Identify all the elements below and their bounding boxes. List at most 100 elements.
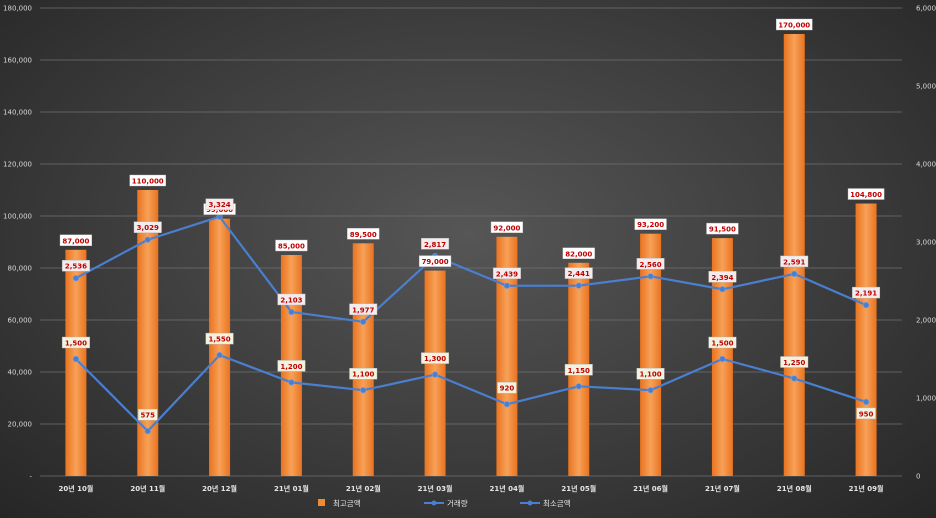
min-price-value-label-box [636,258,665,270]
volume-value-label-box [205,332,234,345]
volume-value-label: 575 [140,412,155,420]
bar [855,203,877,476]
left-axis: - 20,000 40,000 60,000 80,000 100,000 120,000 1… [3,5,32,481]
right-tick-label: 2,000 [916,317,936,325]
category-label: 20년 10월 [59,484,94,493]
min-price-value-label: 3,324 [209,201,231,209]
legend-swatch-bar [318,499,325,506]
min-price-value-label-box [708,271,737,283]
legend-label: 최소금액 [543,498,571,508]
min-price-line [75,215,867,323]
right-tick-label: 3,000 [916,239,936,247]
bar-value-label: 85,000 [278,243,305,251]
min-price-value-label-box [205,198,234,210]
volume-value-label-box [277,360,306,372]
volume-value-label: 920 [500,385,515,393]
min-price-point [360,318,367,325]
min-price-point [791,270,798,278]
bar-value-label: 89,500 [350,231,377,239]
left-tick-label: 180,000 [3,5,32,13]
bar-value-label: 110,000 [132,178,164,186]
bar-value-label-box [706,222,739,235]
min-price-point [719,286,726,293]
gridlines [40,7,902,477]
min-price-value-label: 2,394 [711,274,733,282]
right-tick-label: 0 [916,473,920,481]
volume-value-label: 1,500 [711,340,733,348]
category-label: 21년 02월 [346,484,381,493]
left-tick-label: 80,000 [8,265,33,273]
bar-value-label: 99,000 [206,206,233,214]
volume-point [862,398,870,406]
min-price-point [575,282,582,289]
data-labels: 87,000 110,000 99,000 85,000 89,500 79,000 92,… [59,18,885,421]
volume-value-label: 950 [859,410,874,418]
bar-value-label-box [634,218,667,230]
right-tick-label: 1,000 [916,395,936,403]
legend-swatch-marker [527,500,533,506]
volume-point [431,371,439,378]
category-label: 21년 04월 [490,484,525,493]
min-price-value-label-box [349,303,378,315]
bar-value-label-box [847,188,885,200]
min-price-value-label-box [780,255,809,268]
category-label: 21년 08월 [777,484,812,493]
left-tick-label: 120,000 [3,161,32,169]
volume-value-label-box [138,408,158,421]
volume-point [719,355,726,363]
volume-value-label-box [708,336,737,349]
bar-value-label: 91,500 [709,226,736,234]
bar-series [65,34,877,476]
min-price-point [72,275,80,282]
volume-value-label: 1,250 [783,359,805,367]
min-price-value-label-box [852,286,881,299]
min-price-value-label: 2,103 [280,296,302,304]
min-price-point [288,308,295,316]
volume-point [360,387,367,394]
bar-value-label: 93,200 [637,221,664,229]
min-price-value-label: 2,191 [855,290,877,298]
category-label: 21년 07월 [705,484,740,493]
right-tick-label: 6,000 [916,5,936,13]
volume-value-label-box [564,364,593,376]
volume-value-label: 1,300 [424,355,446,363]
min-price-value-label-box [564,267,593,279]
min-price-point [862,302,870,309]
min-price-value-label-box [61,259,90,272]
volume-value-label: 1,150 [568,367,590,375]
volume-line [75,354,867,433]
min-price-value-label: 2,591 [783,258,805,266]
volume-point [144,428,151,435]
volume-point [791,375,798,382]
category-label: 20년 11월 [130,484,165,493]
volume-value-label: 1,550 [209,336,231,344]
volume-value-label-box [61,336,90,349]
min-price-value-label-box [492,267,521,279]
volume-point [503,401,511,408]
bar-value-label-box [490,221,524,234]
legend-swatch-marker [431,500,437,506]
left-tick-label: 100,000 [3,213,32,221]
left-tick-label: 60,000 [8,317,33,325]
bar [352,243,374,476]
bar-value-label: 87,000 [62,237,89,245]
min-price-value-label-box [421,238,450,250]
bar-value-label: 82,000 [565,250,592,258]
volume-value-label: 1,500 [65,340,87,348]
volume-value-label: 1,100 [640,371,662,379]
category-label: 21년 09월 [849,484,884,493]
min-price-point [503,282,511,289]
right-tick-label: 5,000 [916,83,936,91]
min-price-value-label-box [133,221,162,233]
bar-value-label-box [129,174,166,187]
bar [640,233,662,476]
min-price-value-label: 2,560 [640,261,662,269]
legend-label: 거래량 [447,499,468,508]
min-price-value-label-box [277,293,306,306]
min-price-point [647,273,654,280]
volume-value-label-box [856,407,876,420]
category-label: 20년 12월 [202,484,237,493]
left-tick-label: 20,000 [8,421,33,429]
left-tick-label: - [29,473,32,481]
